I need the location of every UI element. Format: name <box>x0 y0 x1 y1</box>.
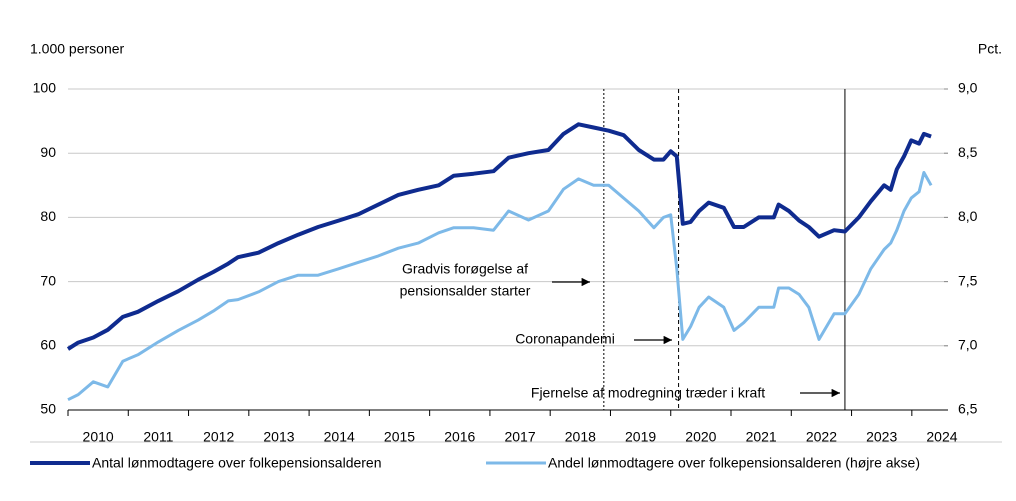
y2-tick-label: 8,0 <box>958 208 978 224</box>
x-tick-label: 2020 <box>685 429 716 445</box>
y2-axis-label: Pct. <box>978 41 1002 57</box>
x-tick-label: 2010 <box>83 429 114 445</box>
y-axis-label: 1.000 personer <box>30 41 125 57</box>
x-tick-label: 2016 <box>444 429 475 445</box>
y-tick-label: 70 <box>40 272 56 288</box>
series-line <box>66 122 932 351</box>
annotation: pensionsalder starter <box>400 283 531 299</box>
annotation: Fjernelse af modregning træder i kraft <box>531 385 765 401</box>
x-tick-label: 2011 <box>143 429 173 445</box>
x-tick-label: 2023 <box>866 429 897 445</box>
annotation: Coronapandemi <box>515 331 615 347</box>
x-tick-label: 2017 <box>504 429 535 445</box>
x-tick-label: 2021 <box>746 429 777 445</box>
x-tick-label: 2012 <box>203 429 234 445</box>
x-tick-label: 2013 <box>263 429 294 445</box>
y-tick-label: 50 <box>40 401 56 417</box>
y2-tick-label: 8,5 <box>958 144 978 160</box>
x-tick-label: 2019 <box>625 429 656 445</box>
x-tick-label: 2022 <box>806 429 837 445</box>
y-tick-label: 80 <box>40 208 56 224</box>
legend-label: Antal lønmodtagere over folkepensionsald… <box>92 455 382 471</box>
x-tick-label: 2018 <box>565 429 596 445</box>
x-tick-label: 2014 <box>324 429 355 445</box>
series-line <box>67 171 933 402</box>
y-tick-label: 90 <box>40 144 56 160</box>
annotation: Gradvis forøgelse af <box>402 261 528 277</box>
legend-label: Andel lønmodtagere over folkepensionsald… <box>548 455 920 471</box>
y2-tick-label: 6,5 <box>958 401 978 417</box>
y2-tick-label: 7,5 <box>958 272 978 288</box>
y-tick-label: 100 <box>33 80 57 96</box>
y2-tick-label: 9,0 <box>958 80 978 96</box>
y-tick-label: 60 <box>40 337 56 353</box>
x-tick-label: 2024 <box>926 429 957 445</box>
y2-tick-label: 7,0 <box>958 337 978 353</box>
x-tick-label: 2015 <box>384 429 415 445</box>
